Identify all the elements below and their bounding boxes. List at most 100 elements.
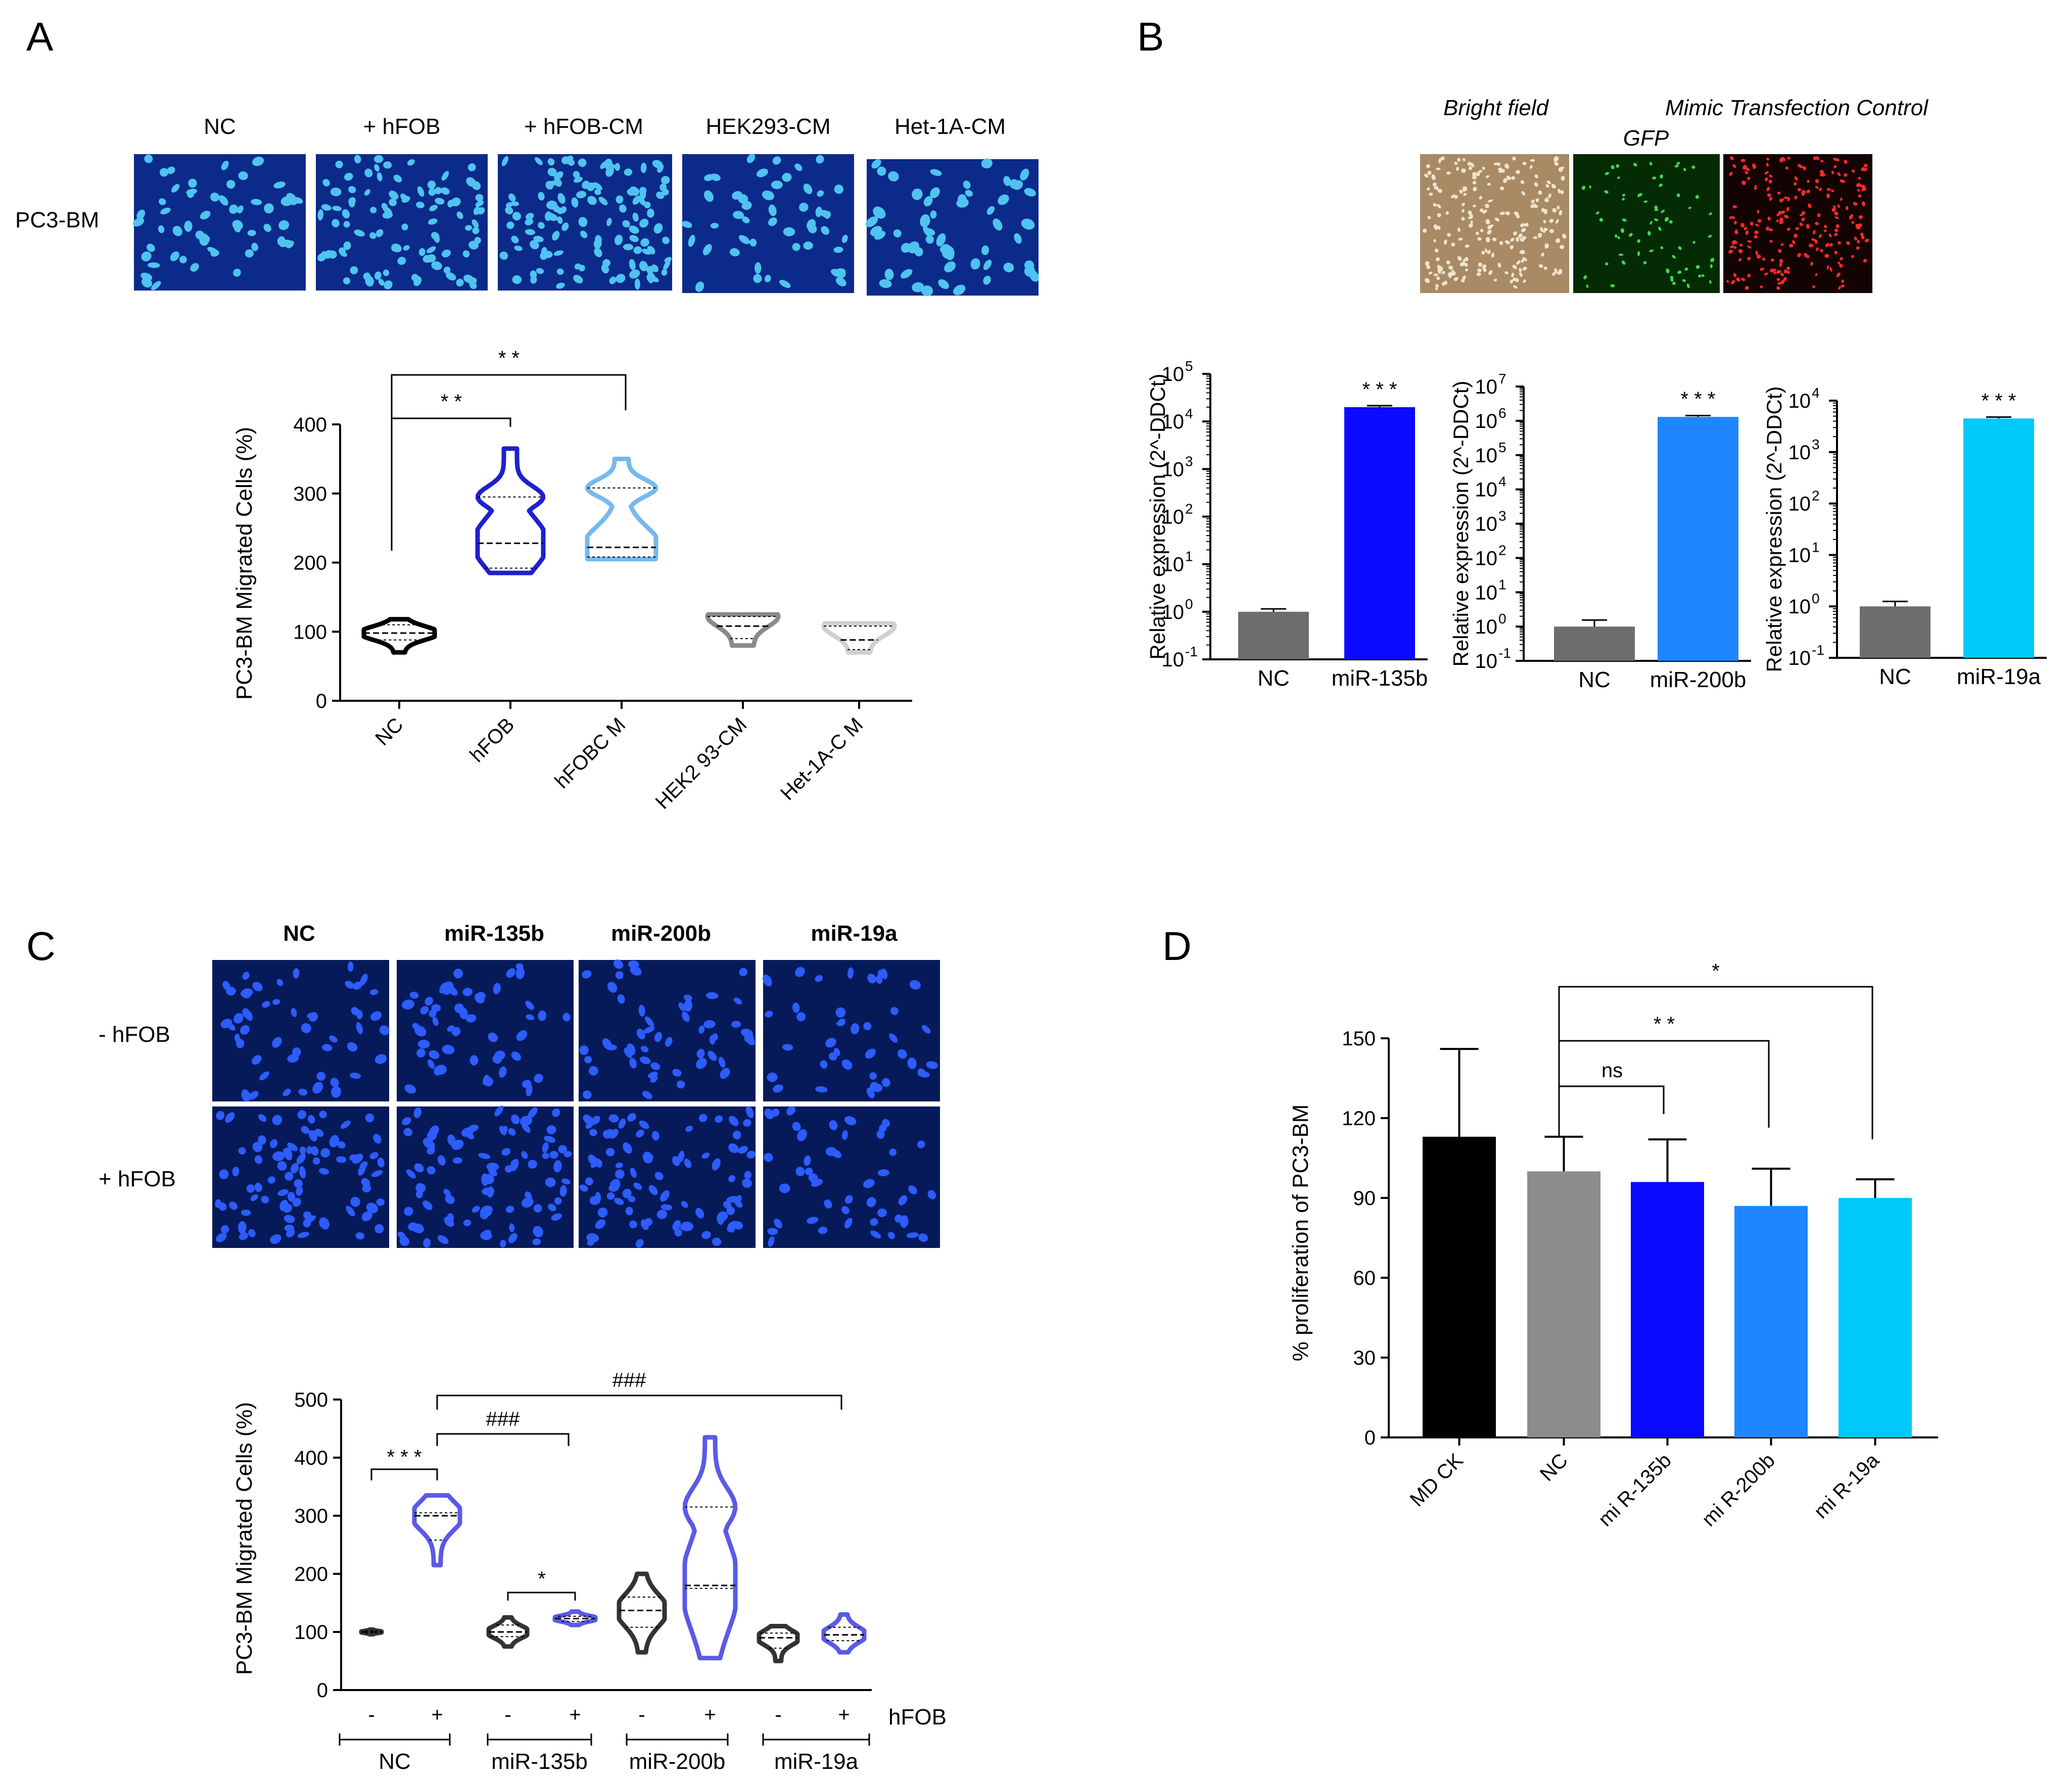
nucleus — [573, 275, 583, 284]
nucleus — [1801, 190, 1806, 194]
nucleus — [277, 1161, 287, 1171]
nucleus — [324, 250, 334, 258]
nucleus — [1513, 285, 1518, 289]
nucleus — [416, 202, 425, 209]
nucleus — [431, 232, 440, 240]
nucleus — [746, 1150, 756, 1159]
nucleus — [451, 1027, 461, 1036]
panel-a-micrographs: PC3-BM NC + hFOB + hFOB-CM HEK293-CM Het… — [15, 114, 1006, 232]
nucleus — [1670, 276, 1674, 279]
nucleus — [792, 1002, 800, 1013]
nucleus — [1622, 198, 1625, 201]
nucleus — [319, 1168, 329, 1175]
nucleus — [556, 282, 565, 289]
nucleus — [1470, 220, 1473, 224]
nucleus — [1786, 207, 1790, 212]
nucleus — [602, 1038, 613, 1050]
nucleus — [508, 1128, 516, 1136]
nucleus — [307, 1115, 315, 1124]
nucleus — [684, 999, 692, 1012]
nucleus — [512, 275, 522, 284]
nucleus — [475, 200, 484, 207]
nucleus — [1857, 240, 1860, 244]
micrograph-c-minus-2-bg — [579, 960, 756, 1101]
nucleus — [254, 1155, 263, 1164]
nucleus — [1797, 253, 1801, 258]
nucleus — [578, 160, 586, 165]
nucleus — [866, 1087, 875, 1098]
nucleus — [136, 209, 146, 220]
nucleus — [1493, 162, 1498, 166]
nucleus — [1807, 179, 1810, 183]
nucleus — [1461, 168, 1466, 173]
nucleus — [1780, 280, 1785, 284]
nucleus — [1014, 233, 1022, 244]
nucleus — [615, 1162, 623, 1169]
nucleus — [1844, 173, 1848, 177]
nucleus — [1530, 159, 1535, 162]
panel-b-y-tick-base: 10 — [1788, 493, 1811, 515]
nucleus — [1783, 269, 1787, 273]
nucleus — [441, 249, 451, 258]
nucleus — [639, 186, 647, 195]
nucleus — [389, 199, 397, 207]
nucleus — [1777, 282, 1782, 285]
nucleus — [872, 1083, 883, 1092]
nucleus — [478, 1152, 491, 1160]
nucleus — [639, 218, 649, 228]
nucleus — [1801, 217, 1805, 222]
nucleus — [1792, 240, 1796, 245]
nucleus — [363, 272, 371, 280]
nucleus — [332, 206, 342, 211]
nucleus — [1524, 223, 1529, 227]
panel-d-bar — [1839, 1198, 1912, 1437]
nucleus — [944, 261, 956, 272]
nucleus — [427, 180, 436, 189]
nucleus — [482, 1230, 492, 1237]
nucleus — [365, 1113, 374, 1123]
nucleus — [799, 203, 809, 212]
nucleus — [557, 193, 566, 204]
nucleus — [1834, 228, 1839, 232]
nucleus — [1795, 227, 1799, 230]
panel-d-y-tick-label: 30 — [1353, 1347, 1376, 1369]
nucleus — [448, 986, 458, 996]
nucleus — [359, 1161, 368, 1170]
nucleus — [1444, 239, 1447, 245]
panel-b-y-tick-base: 10 — [1162, 601, 1185, 623]
nucleus — [401, 196, 410, 203]
nucleus — [494, 1105, 504, 1117]
nucleus — [238, 171, 248, 180]
panel-b-x-tick-label: miR-200b — [1650, 667, 1747, 692]
nucleus — [771, 1109, 780, 1117]
nucleus — [340, 251, 347, 257]
nucleus — [462, 988, 473, 996]
nucleus — [360, 974, 368, 986]
nucleus — [427, 1131, 437, 1140]
nucleus — [1692, 241, 1696, 244]
nucleus — [272, 1151, 285, 1162]
nucleus — [437, 1155, 446, 1166]
nucleus — [1740, 159, 1746, 162]
nucleus — [1856, 183, 1861, 187]
nucleus — [615, 1169, 625, 1179]
micrograph-b-bright-field-bg — [1420, 154, 1569, 293]
nucleus — [970, 258, 980, 270]
nucleus — [774, 1219, 782, 1229]
nucleus — [834, 184, 843, 194]
nucleus — [538, 191, 545, 201]
panel-c-image-title: miR-135b — [444, 921, 544, 946]
nucleus — [273, 181, 286, 188]
nucleus — [1829, 243, 1833, 247]
nucleus — [343, 277, 351, 284]
nucleus — [1824, 224, 1827, 229]
nucleus — [1750, 221, 1754, 226]
nucleus — [270, 1234, 281, 1244]
nucleus — [582, 180, 590, 189]
nucleus — [437, 1235, 449, 1244]
panel-b-y-tick-base: 10 — [1788, 390, 1811, 412]
nucleus — [866, 1197, 876, 1208]
nucleus — [634, 278, 640, 290]
nucleus — [345, 981, 354, 989]
nucleus — [795, 967, 805, 977]
